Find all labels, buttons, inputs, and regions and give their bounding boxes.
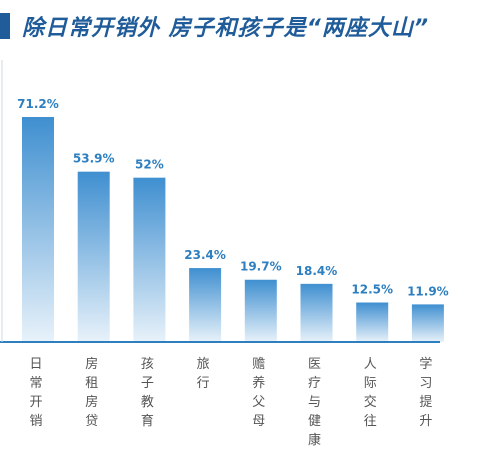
chart-title: 除日常开销外 房子和孩子是“两座大山” (22, 16, 429, 41)
value-label-4: 19.7% (240, 260, 282, 274)
bar-7 (411, 304, 444, 342)
category-label-4: 赡养父母 (252, 357, 265, 429)
category-label-0: 日常开销 (29, 357, 42, 429)
bar-1 (77, 171, 110, 342)
value-label-3: 23.4% (184, 248, 226, 262)
category-label-6: 人际交往 (364, 357, 377, 429)
value-label-0: 71.2% (17, 97, 59, 111)
bar-4 (244, 279, 277, 342)
value-label-7: 11.9% (407, 284, 449, 298)
category-label-7: 学习提升 (419, 356, 432, 429)
bar-5 (300, 283, 333, 342)
bar-6 (356, 302, 389, 342)
bars-layer (22, 117, 444, 343)
category-label-5: 医疗与健康 (308, 357, 321, 448)
category-label-2: 孩子教育 (141, 357, 154, 429)
labels-layer: 71.2% 日常开销 53.9% 房租房贷 52% 孩子教育 23.4% 旅行 19.7% 赡养父… (17, 97, 449, 448)
title-row: 除日常开销外 房子和孩子是“两座大山” (0, 10, 500, 42)
title-accent-bar (0, 13, 10, 39)
bar-3 (189, 268, 222, 342)
value-label-5: 18.4% (296, 264, 338, 278)
value-label-6: 12.5% (351, 283, 393, 297)
bar-2 (133, 177, 166, 342)
category-label-3: 旅行 (197, 357, 210, 391)
value-label-1: 53.9% (73, 152, 115, 166)
value-label-2: 52% (135, 158, 164, 172)
bar-0 (22, 117, 54, 343)
category-label-1: 房租房贷 (85, 356, 98, 429)
